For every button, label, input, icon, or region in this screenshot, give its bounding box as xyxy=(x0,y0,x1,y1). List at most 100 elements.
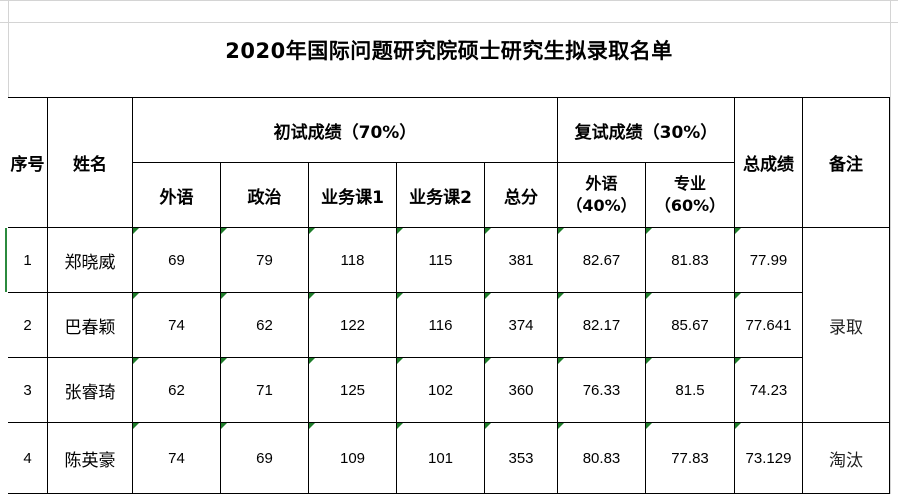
header-note[interactable]: 备注 xyxy=(803,98,890,228)
header-sum[interactable]: 总分 xyxy=(485,163,558,228)
cell-value: 125 xyxy=(339,381,366,399)
cell-course2[interactable]: 102 xyxy=(397,358,485,423)
cell-value: 69 xyxy=(168,251,185,269)
cell-name[interactable]: 郑晓威 xyxy=(48,228,133,293)
cell-course2[interactable]: 116 xyxy=(397,293,485,358)
number-stored-as-text-indicator xyxy=(485,228,491,234)
cell-seq[interactable]: 4 xyxy=(8,423,48,494)
cell-value: 62 xyxy=(168,381,185,399)
header-course2[interactable]: 业务课2 xyxy=(397,163,485,228)
header-retest-major-weight: （60%） xyxy=(654,196,726,215)
cell-seq[interactable]: 1 xyxy=(8,228,48,293)
cell-value: 81.5 xyxy=(675,381,705,399)
cell-name[interactable]: 张睿琦 xyxy=(48,358,133,423)
header-retest-major[interactable]: 专业 （60%） xyxy=(646,163,735,228)
number-stored-as-text-indicator xyxy=(558,293,564,299)
number-stored-as-text-indicator xyxy=(309,228,315,234)
cell-foreign[interactable]: 74 xyxy=(133,423,221,494)
header-total-score[interactable]: 总成绩 xyxy=(735,98,803,228)
cell-value: 116 xyxy=(428,316,453,334)
number-stored-as-text-indicator xyxy=(485,293,491,299)
cell-course1[interactable]: 122 xyxy=(309,293,397,358)
number-stored-as-text-indicator xyxy=(646,423,652,429)
cell-value: 82.17 xyxy=(582,316,621,334)
header-initial-score[interactable]: 初试成绩（70%） xyxy=(133,98,558,163)
header-retest-score[interactable]: 复试成绩（30%） xyxy=(558,98,735,163)
cell-total[interactable]: 77.99 xyxy=(735,228,803,293)
cell-sum[interactable]: 360 xyxy=(485,358,558,423)
cell-rf[interactable]: 82.17 xyxy=(558,293,646,358)
number-stored-as-text-indicator xyxy=(558,358,564,364)
cell-sum[interactable]: 374 xyxy=(485,293,558,358)
cell-sum[interactable]: 353 xyxy=(485,423,558,494)
number-stored-as-text-indicator xyxy=(221,423,227,429)
table-top-border xyxy=(8,97,890,98)
note-eliminated[interactable]: 淘汰 xyxy=(803,423,890,494)
cell-rm[interactable]: 81.5 xyxy=(646,358,735,423)
cell-value: 74 xyxy=(168,316,185,334)
cell-value: 102 xyxy=(427,381,454,399)
header-course1[interactable]: 业务课1 xyxy=(309,163,397,228)
number-stored-as-text-indicator xyxy=(735,358,741,364)
cell-value: 62 xyxy=(256,316,273,334)
cell-politics[interactable]: 79 xyxy=(221,228,309,293)
number-stored-as-text-indicator xyxy=(133,228,139,234)
cell-politics[interactable]: 71 xyxy=(221,358,309,423)
cell-name[interactable]: 陈英豪 xyxy=(48,423,133,494)
number-stored-as-text-indicator xyxy=(397,423,403,429)
header-retest-foreign[interactable]: 外语 （40%） xyxy=(558,163,646,228)
cell-rm[interactable]: 77.83 xyxy=(646,423,735,494)
sheet-title[interactable]: 2020年国际问题研究院硕士研究生拟录取名单 xyxy=(225,39,673,63)
number-stored-as-text-indicator xyxy=(397,293,403,299)
cell-course1[interactable]: 118 xyxy=(309,228,397,293)
number-stored-as-text-indicator xyxy=(133,358,139,364)
number-stored-as-text-indicator xyxy=(485,423,491,429)
cell-rm[interactable]: 81.83 xyxy=(646,228,735,293)
cell-rm[interactable]: 85.67 xyxy=(646,293,735,358)
cell-foreign[interactable]: 69 xyxy=(133,228,221,293)
selection-indicator xyxy=(5,228,7,292)
cell-value: 80.83 xyxy=(582,449,621,467)
cell-name[interactable]: 巴春颖 xyxy=(48,293,133,358)
cell-politics[interactable]: 62 xyxy=(221,293,309,358)
cell-politics[interactable]: 69 xyxy=(221,423,309,494)
cell-value: 118 xyxy=(340,251,365,269)
cell-total[interactable]: 77.641 xyxy=(735,293,803,358)
cell-value: 115 xyxy=(428,251,453,269)
header-retest-major-label: 专业 xyxy=(673,174,706,193)
cell-total[interactable]: 73.129 xyxy=(735,423,803,494)
cell-course1[interactable]: 109 xyxy=(309,423,397,494)
cell-value: 82.67 xyxy=(582,251,621,269)
cell-value: 360 xyxy=(508,381,534,399)
number-stored-as-text-indicator xyxy=(309,293,315,299)
cell-seq[interactable]: 3 xyxy=(8,358,48,423)
cell-total[interactable]: 74.23 xyxy=(735,358,803,423)
header-name[interactable]: 姓名 xyxy=(48,98,133,228)
cell-foreign[interactable]: 62 xyxy=(133,358,221,423)
number-stored-as-text-indicator xyxy=(397,358,403,364)
cell-rf[interactable]: 76.33 xyxy=(558,358,646,423)
header-politics[interactable]: 政治 xyxy=(221,163,309,228)
gridline xyxy=(0,0,898,1)
cell-value: 69 xyxy=(256,449,273,467)
cell-seq[interactable]: 2 xyxy=(8,293,48,358)
number-stored-as-text-indicator xyxy=(646,228,652,234)
cell-course2[interactable]: 101 xyxy=(397,423,485,494)
cell-course2[interactable]: 115 xyxy=(397,228,485,293)
cell-value: 73.129 xyxy=(745,449,792,467)
number-stored-as-text-indicator xyxy=(735,293,741,299)
cell-sum[interactable]: 381 xyxy=(485,228,558,293)
header-seq[interactable]: 序号 xyxy=(8,98,48,228)
cell-foreign[interactable]: 74 xyxy=(133,293,221,358)
cell-value: 101 xyxy=(427,449,454,467)
cell-course1[interactable]: 125 xyxy=(309,358,397,423)
note-admitted[interactable]: 录取 xyxy=(803,228,890,423)
cell-value: 374 xyxy=(508,316,534,334)
number-stored-as-text-indicator xyxy=(646,358,652,364)
cell-rf[interactable]: 80.83 xyxy=(558,423,646,494)
cell-value: 74.23 xyxy=(749,381,788,399)
header-foreign[interactable]: 外语 xyxy=(133,163,221,228)
cell-rf[interactable]: 82.67 xyxy=(558,228,646,293)
number-stored-as-text-indicator xyxy=(735,228,741,234)
number-stored-as-text-indicator xyxy=(309,423,315,429)
